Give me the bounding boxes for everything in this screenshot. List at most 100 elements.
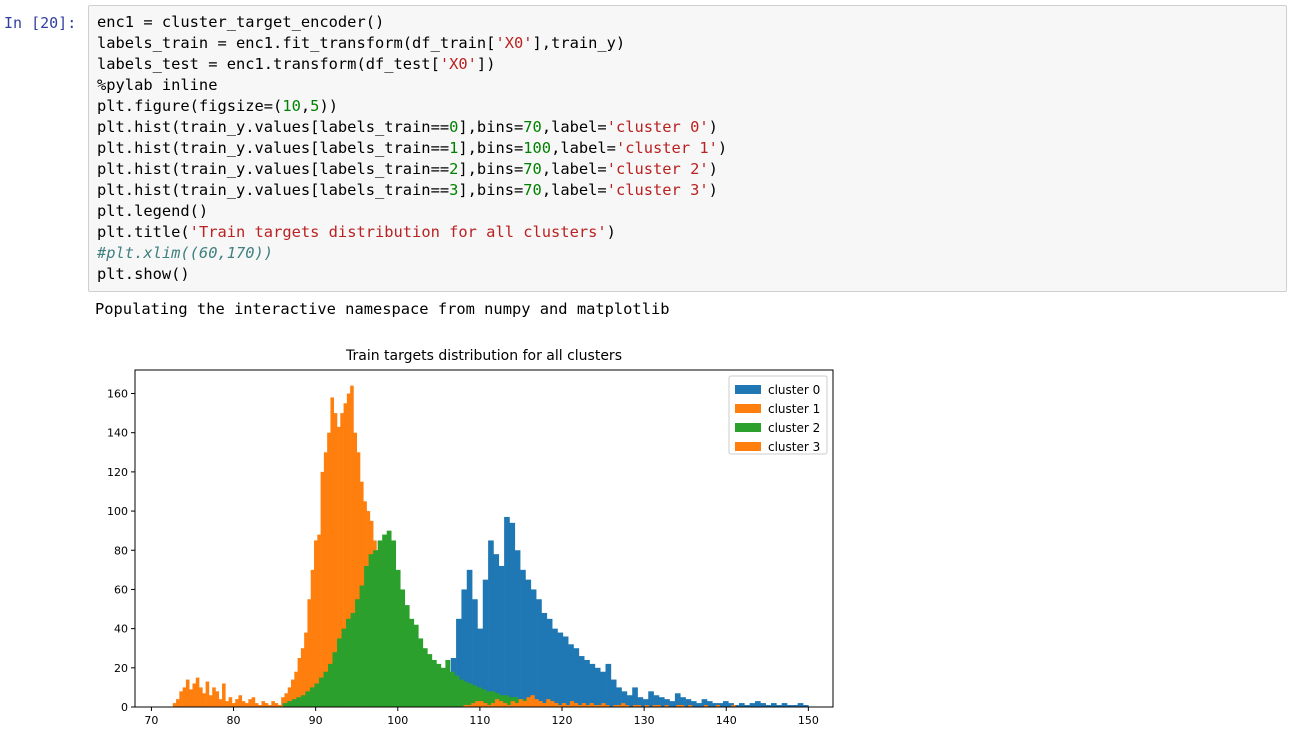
histogram-bar-cluster-3: [688, 705, 693, 707]
histogram-bar-cluster-1: [330, 397, 335, 707]
histogram-bar-cluster-3: [664, 705, 669, 707]
histogram-bar-cluster-0: [776, 705, 782, 707]
histogram-bar-cluster-2: [341, 628, 347, 707]
code-editor[interactable]: enc1 = cluster_target_encoder() labels_tr…: [89, 6, 1286, 285]
code-token: 'X0': [495, 34, 533, 52]
histogram-bar-cluster-2: [296, 697, 302, 707]
histogram-bar-cluster-1: [189, 689, 193, 707]
histogram-bar-cluster-1: [340, 413, 344, 707]
histogram-bar-cluster-3: [656, 705, 661, 707]
histogram-bar-cluster-0: [525, 579, 532, 707]
histogram-bar-cluster-1: [274, 703, 279, 707]
histogram-bar-cluster-2: [300, 695, 306, 707]
x-tick-label: 100: [387, 714, 408, 727]
histogram-bar-cluster-2: [332, 652, 338, 707]
code-cell-input[interactable]: enc1 = cluster_target_encoder() labels_tr…: [88, 5, 1287, 292]
histogram-bar-cluster-0: [744, 705, 750, 707]
histogram-bar-cluster-1: [241, 701, 246, 707]
histogram-bar-cluster-0: [456, 618, 462, 707]
code-token: 'X0': [439, 55, 477, 73]
histogram-bar-cluster-3: [530, 695, 535, 707]
histogram-bar-cluster-1: [356, 452, 361, 707]
histogram-bar-cluster-1: [287, 687, 292, 707]
histogram-bar-cluster-2: [368, 554, 374, 707]
histogram-bar-cluster-0: [690, 701, 697, 707]
histogram-bar-cluster-2: [364, 565, 369, 707]
histogram-bar-cluster-1: [284, 693, 289, 707]
histogram-bar-cluster-2: [458, 679, 464, 707]
histogram-bar-cluster-1: [304, 632, 308, 707]
histogram-bar-cluster-2: [481, 689, 487, 707]
code-token: ],bins=: [458, 181, 524, 199]
code-token: 2: [449, 160, 459, 178]
code-token: plt.title(: [97, 223, 190, 241]
x-tick-label: 150: [798, 714, 819, 727]
histogram-bar-cluster-2: [395, 569, 401, 707]
code-token: 3: [449, 181, 459, 199]
histogram-bar-cluster-1: [212, 687, 216, 707]
histogram-bar-cluster-1: [333, 413, 338, 707]
histogram-bar-cluster-2: [309, 687, 315, 707]
histogram-bar-cluster-0: [520, 569, 526, 707]
histogram-bar-cluster-2: [454, 675, 460, 707]
code-token: plt.hist(train_y.values[labels_train==: [97, 139, 450, 157]
histogram-bar-cluster-3: [625, 705, 630, 707]
histogram-bar-cluster-0: [787, 705, 793, 707]
histogram-bar-cluster-1: [310, 569, 315, 707]
histogram-bar-cluster-0: [653, 695, 660, 707]
histogram-bar-cluster-1: [314, 540, 318, 707]
histogram-bar-cluster-1: [195, 677, 200, 707]
histogram-bar-cluster-0: [477, 628, 484, 707]
code-token: plt.hist(train_y.values[labels_train==: [97, 118, 450, 136]
histogram-bar-cluster-0: [680, 697, 686, 707]
histogram-bar-cluster-2: [323, 671, 329, 707]
histogram-bar-cluster-3: [518, 699, 523, 707]
histogram-bar-cluster-2: [287, 701, 293, 707]
histogram-bar-cluster-1: [202, 693, 206, 707]
histogram-bar-cluster-2: [431, 659, 437, 707]
code-token: plt.hist(train_y.values[labels_train==: [97, 160, 450, 178]
code-line: plt.hist(train_y.values[labels_train==3]…: [97, 180, 1286, 201]
histogram-bar-cluster-1: [205, 681, 210, 707]
histogram-bar-cluster-0: [733, 705, 740, 707]
legend-swatch-cluster-1: [735, 404, 761, 413]
histogram-bar-cluster-0: [546, 618, 553, 707]
y-tick-label: 0: [121, 701, 128, 714]
histogram-bar-cluster-0: [722, 701, 729, 707]
histogram-bar-cluster-0: [749, 703, 756, 707]
histogram-bar-cluster-2: [486, 691, 491, 707]
histogram-bar-cluster-3: [463, 705, 468, 707]
code-token: ,label=: [541, 181, 607, 199]
histogram-bar-cluster-3: [562, 703, 567, 707]
code-token: plt.figure(figsize=(: [97, 97, 283, 115]
histogram-bar-cluster-3: [526, 697, 531, 707]
histogram-bar-cluster-1: [222, 683, 226, 707]
histogram-bar-cluster-2: [472, 685, 478, 707]
cell-output-text: Populating the interactive namespace fro…: [95, 300, 670, 318]
code-token: ): [606, 223, 616, 241]
histogram-bar-cluster-3: [632, 705, 638, 707]
histogram-bar-cluster-3: [502, 703, 508, 707]
histogram-bar-cluster-0: [760, 703, 766, 707]
histogram-bar-cluster-2: [346, 618, 351, 707]
histogram-bar-cluster-3: [605, 705, 610, 707]
code-line: labels_test = enc1.transform(df_test['X0…: [97, 54, 1286, 75]
code-token: %pylab inline: [97, 76, 218, 94]
histogram-bar-cluster-3: [471, 703, 476, 707]
legend-swatch-cluster-3: [735, 442, 761, 451]
histogram-bar-cluster-0: [472, 599, 478, 707]
x-tick-label: 140: [716, 714, 737, 727]
histogram-chart: Train targets distribution for all clust…: [107, 348, 834, 727]
histogram-bar-cluster-2: [513, 697, 518, 707]
histogram-bar-cluster-1: [327, 432, 331, 707]
histogram-bar-cluster-3: [613, 705, 618, 707]
histogram-bar-cluster-0: [621, 691, 628, 707]
histogram-bar-cluster-2: [355, 599, 360, 707]
histogram-bar-cluster-3: [589, 703, 594, 707]
legend-label-cluster-2: cluster 2: [768, 421, 820, 435]
histogram-bar-cluster-0: [632, 687, 638, 707]
chart-title: Train targets distribution for all clust…: [345, 348, 622, 364]
histogram-bar-cluster-2: [373, 550, 378, 707]
histogram-bar-cluster-3: [506, 705, 512, 707]
code-token: 10: [282, 97, 301, 115]
